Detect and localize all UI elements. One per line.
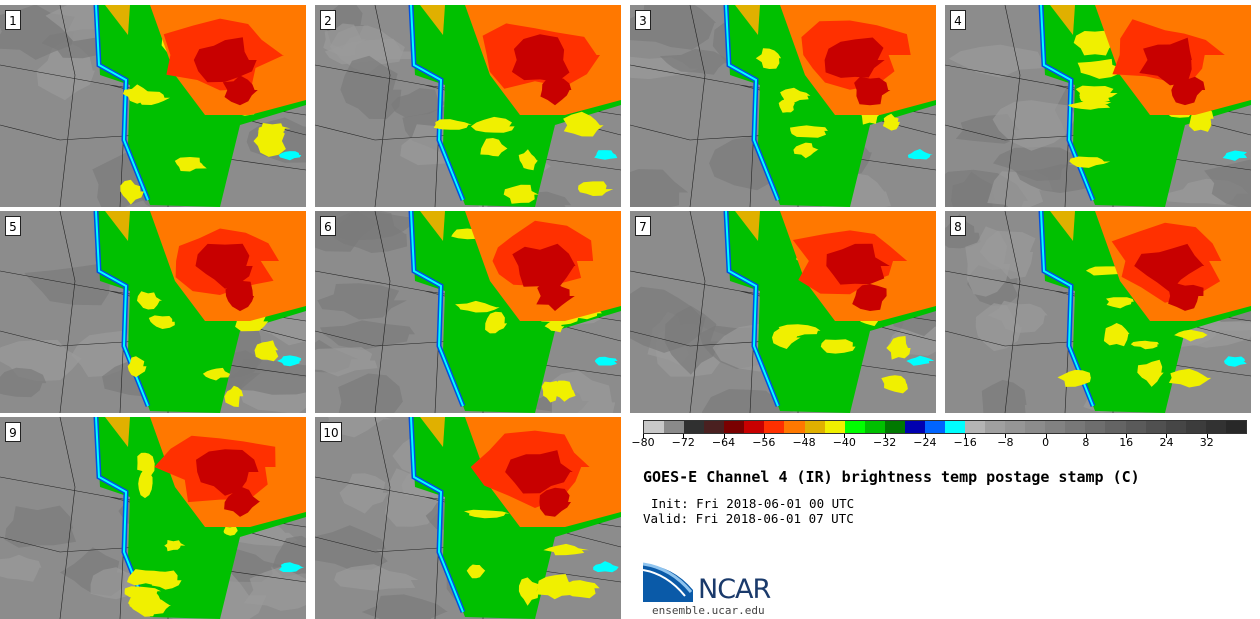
ir-satellite-map	[315, 211, 621, 413]
colorbar-swatch	[744, 421, 765, 433]
postage-stamp-panel: 8	[945, 211, 1251, 413]
colorbar-swatch	[884, 421, 905, 433]
colorbar-tick-label: −8	[997, 436, 1014, 449]
colorbar-swatch	[664, 421, 685, 433]
colorbar-tick-mark	[1166, 434, 1168, 438]
ir-satellite-map	[0, 5, 306, 207]
postage-stamp-panel: 6	[315, 211, 621, 413]
init-time: Init: Fri 2018-06-01 00 UTC	[651, 496, 855, 511]
colorbar-tick-label: 0	[1042, 436, 1050, 449]
panel-number-badge: 7	[635, 216, 651, 236]
colorbar-swatch	[864, 421, 885, 433]
colorbar-tick-mark	[965, 434, 967, 438]
colorbar-swatch	[944, 421, 965, 433]
colorbar-swatch	[644, 421, 665, 433]
postage-stamp-panel: 4	[945, 5, 1251, 207]
colorbar-tick-label: 32	[1199, 436, 1214, 449]
colorbar-tick-mark	[844, 434, 846, 438]
colorbar-swatch	[684, 421, 705, 433]
colorbar-swatch	[1185, 421, 1206, 433]
colorbar-tick-mark	[884, 434, 886, 438]
colorbar-tick-label: −56	[752, 436, 776, 449]
colorbar-swatch	[1125, 421, 1146, 433]
colorbar-tick-label: −80	[631, 436, 655, 449]
colorbar-tick-mark	[1085, 434, 1087, 438]
ir-satellite-map	[630, 5, 936, 207]
colorbar-tick-labels: −80 −72 −64 −56 −48 −40 −32 −24 −16 −8 0 8 16 24 32	[631, 434, 1247, 456]
panel-number-badge: 5	[5, 216, 21, 236]
colorbar-tick-mark	[763, 434, 765, 438]
colorbar-tick-label: −16	[953, 436, 977, 449]
postage-stamp-panel: 3	[630, 5, 936, 207]
panel-number-badge: 9	[5, 422, 21, 442]
panel-number-badge: 3	[635, 10, 651, 30]
colorbar-tick-label: −72	[671, 436, 695, 449]
ir-satellite-map	[0, 211, 306, 413]
ir-satellite-map	[315, 417, 621, 619]
colorbar-swatch	[764, 421, 785, 433]
colorbar-tick-mark	[1206, 434, 1208, 438]
colorbar-swatch	[724, 421, 745, 433]
colorbar-tick-label: 24	[1159, 436, 1174, 449]
colorbar-tick-label: −64	[711, 436, 736, 449]
colorbar-swatch	[1085, 421, 1106, 433]
valid-time: Valid: Fri 2018-06-01 07 UTC	[643, 511, 854, 526]
website-url: ensemble.ucar.edu	[652, 604, 765, 617]
ncar-logo-icon	[643, 562, 693, 602]
colorbar-tick-label: −24	[913, 436, 937, 449]
figure-title: GOES-E Channel 4 (IR) brightness temp po…	[643, 468, 1140, 486]
colorbar-swatch	[985, 421, 1006, 433]
panel-number-badge: 10	[320, 422, 342, 442]
colorbar-swatch	[1105, 421, 1126, 433]
colorbar-tick-mark	[1045, 434, 1047, 438]
colorbar-tick-mark	[924, 434, 926, 438]
colorbar-swatch	[1145, 421, 1166, 433]
colorbar-swatch	[1025, 421, 1046, 433]
colorbar-swatch	[804, 421, 825, 433]
colorbar-swatch	[924, 421, 945, 433]
panel-number-badge: 6	[320, 216, 336, 236]
colorbar-tick-mark	[643, 434, 644, 438]
colorbar-tick-label: 8	[1082, 436, 1090, 449]
colorbar-swatch	[965, 421, 986, 433]
postage-stamp-panel: 5	[0, 211, 306, 413]
colorbar-swatch	[1005, 421, 1026, 433]
colorbar-tick-mark	[804, 434, 806, 438]
ir-satellite-map	[945, 211, 1251, 413]
postage-stamp-panel: 9	[0, 417, 306, 619]
panel-number-badge: 2	[320, 10, 336, 30]
colorbar-swatch	[784, 421, 805, 433]
ir-satellite-map	[0, 417, 306, 619]
ir-satellite-map	[630, 211, 936, 413]
colorbar-tick-mark	[723, 434, 725, 438]
panel-number-badge: 1	[5, 10, 21, 30]
postage-stamp-panel: 10	[315, 417, 621, 619]
colorbar-swatch	[1205, 421, 1226, 433]
colorbar-tick-mark	[683, 434, 685, 438]
colorbar-swatch	[704, 421, 725, 433]
colorbar-tick-label: 16	[1119, 436, 1134, 449]
postage-stamp-panel: 7	[630, 211, 936, 413]
colorbar-tick-label: −48	[792, 436, 816, 449]
colorbar-tick-mark	[1005, 434, 1007, 438]
temperature-colorbar	[643, 420, 1247, 434]
colorbar-swatch	[904, 421, 925, 433]
colorbar-swatch	[1165, 421, 1186, 433]
colorbar-swatch	[1065, 421, 1086, 433]
panel-number-badge: 4	[950, 10, 966, 30]
colorbar-tick-mark	[1126, 434, 1128, 438]
colorbar-swatch	[1225, 421, 1246, 433]
postage-stamp-panel: 2	[315, 5, 621, 207]
postage-stamp-panel: 1	[0, 5, 306, 207]
colorbar-swatch	[1045, 421, 1066, 433]
colorbar-tick-label: −40	[832, 436, 856, 449]
colorbar-tick-label: −32	[872, 436, 897, 449]
ncar-logo-text: NCAR	[698, 574, 771, 605]
colorbar-swatch	[844, 421, 865, 433]
panel-number-badge: 8	[950, 216, 966, 236]
ir-satellite-map	[315, 5, 621, 207]
ir-satellite-map	[945, 5, 1251, 207]
colorbar-swatch	[824, 421, 845, 433]
